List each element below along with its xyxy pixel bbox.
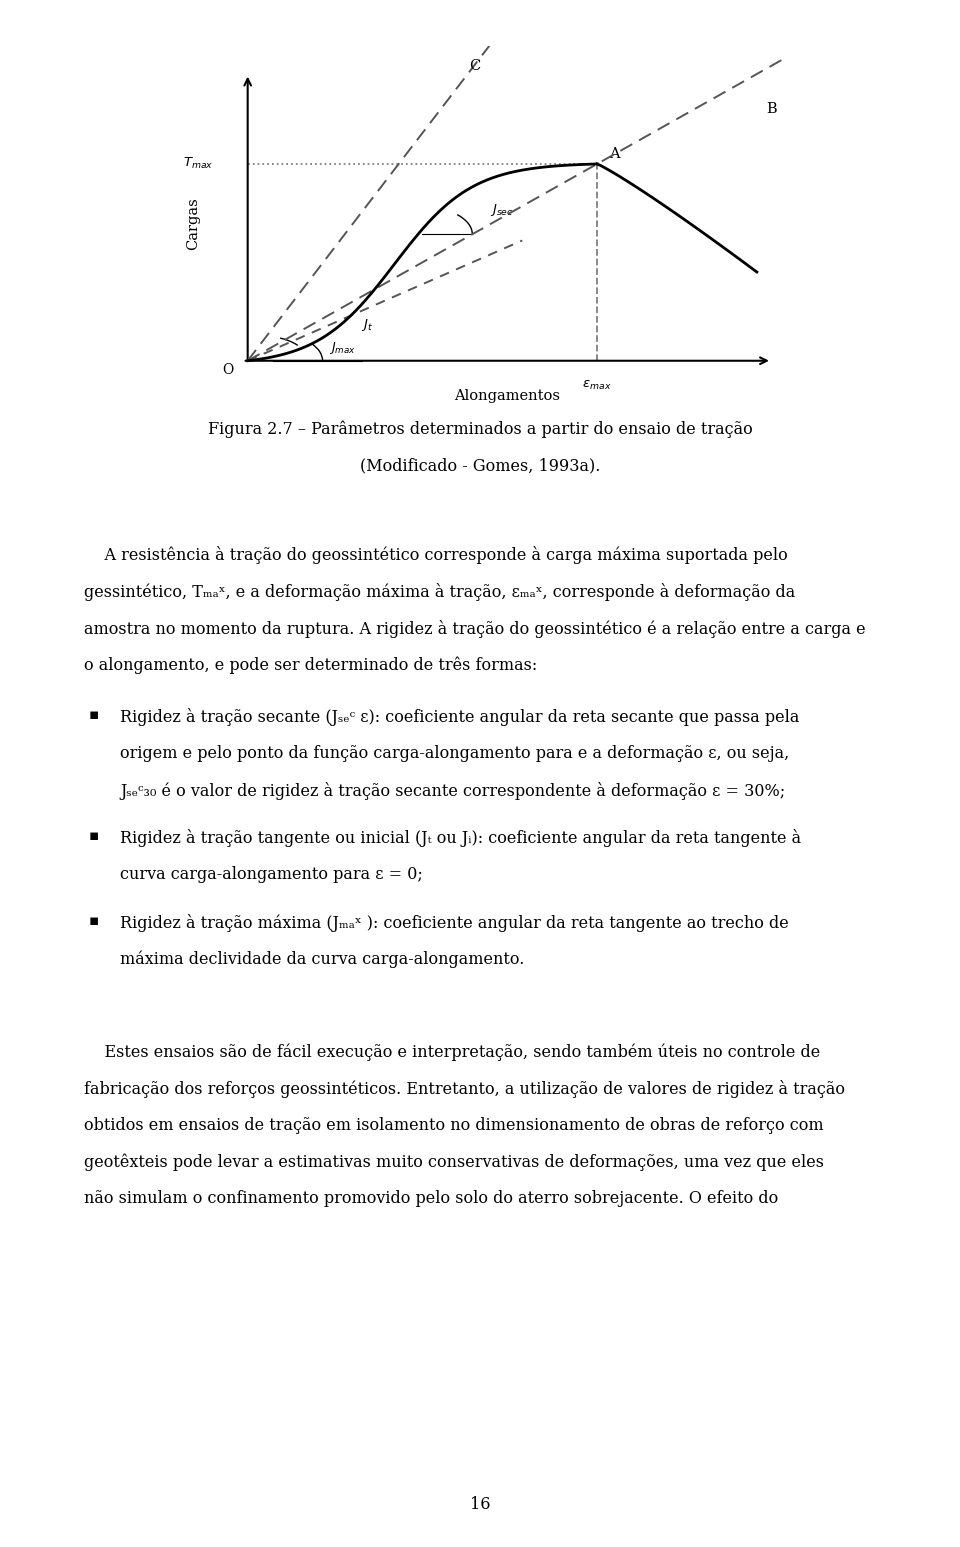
Text: ▪: ▪ <box>88 709 99 722</box>
Text: $J_{max}$: $J_{max}$ <box>329 340 356 356</box>
Text: não simulam o confinamento promovido pelo solo do aterro sobrejacente. O efeito : não simulam o confinamento promovido pel… <box>84 1190 778 1207</box>
Text: curva carga-alongamento para ε = 0;: curva carga-alongamento para ε = 0; <box>120 866 422 883</box>
Text: B: B <box>766 102 778 116</box>
Text: Rigidez à tração tangente ou inicial (Jₜ ou Jᵢ): coeficiente angular da reta tan: Rigidez à tração tangente ou inicial (Jₜ… <box>120 829 802 848</box>
Text: A: A <box>610 147 620 161</box>
Text: Jₛₑᶜ₃₀ é o valor de rigidez à tração secante correspondente à deformação ε = 30%: Jₛₑᶜ₃₀ é o valor de rigidez à tração sec… <box>120 781 785 800</box>
Text: $\varepsilon$$_{max}$: $\varepsilon$$_{max}$ <box>583 379 612 391</box>
Text: origem e pelo ponto da função carga-alongamento para e a deformação ε, ou seja,: origem e pelo ponto da função carga-alon… <box>120 744 789 761</box>
Text: Rigidez à tração secante (Jₛₑᶜ ε): coeficiente angular da reta secante que passa: Rigidez à tração secante (Jₛₑᶜ ε): coefi… <box>120 709 800 726</box>
Text: Figura 2.7 – Parâmetros determinados a partir do ensaio de tração: Figura 2.7 – Parâmetros determinados a p… <box>207 421 753 438</box>
Text: Cargas: Cargas <box>186 198 200 251</box>
Text: ▪: ▪ <box>88 914 99 928</box>
Text: A resistência à tração do geossintético corresponde à carga máxima suportada pel: A resistência à tração do geossintético … <box>84 546 787 565</box>
Text: Alongamentos: Alongamentos <box>454 390 561 404</box>
Text: $T_{max}$: $T_{max}$ <box>182 156 213 172</box>
Text: fabricação dos reforços geossintéticos. Entretanto, a utilização de valores de r: fabricação dos reforços geossintéticos. … <box>84 1080 845 1098</box>
Text: ▪: ▪ <box>88 829 99 843</box>
Text: (Modificado - Gomes, 1993a).: (Modificado - Gomes, 1993a). <box>360 458 600 475</box>
Text: o alongamento, e pode ser determinado de três formas:: o alongamento, e pode ser determinado de… <box>84 656 537 674</box>
Text: C: C <box>469 59 480 73</box>
Text: Rigidez à tração máxima (Jₘₐˣ ): coeficiente angular da reta tangente ao trecho : Rigidez à tração máxima (Jₘₐˣ ): coefici… <box>120 914 789 933</box>
Text: $J_t$: $J_t$ <box>362 317 373 333</box>
Text: 16: 16 <box>469 1496 491 1513</box>
Text: máxima declividade da curva carga-alongamento.: máxima declividade da curva carga-alonga… <box>120 951 524 968</box>
Text: gessintético, Tₘₐˣ, e a deformação máxima à tração, εₘₐˣ, corresponde à deformaç: gessintético, Tₘₐˣ, e a deformação máxim… <box>84 583 795 600</box>
Text: $J_{sec}$: $J_{sec}$ <box>491 203 514 218</box>
Text: Estes ensaios são de fácil execução e interpretação, sendo também úteis no contr: Estes ensaios são de fácil execução e in… <box>84 1043 820 1061</box>
Text: obtidos em ensaios de tração em isolamento no dimensionamento de obras de reforç: obtidos em ensaios de tração em isolamen… <box>84 1117 823 1134</box>
Text: O: O <box>222 364 233 377</box>
Text: geotêxteis pode levar a estimativas muito conservativas de deformações, uma vez : geotêxteis pode levar a estimativas muit… <box>84 1154 824 1171</box>
Text: amostra no momento da ruptura. A rigidez à tração do geossintético é a relação e: amostra no momento da ruptura. A rigidez… <box>84 620 865 637</box>
